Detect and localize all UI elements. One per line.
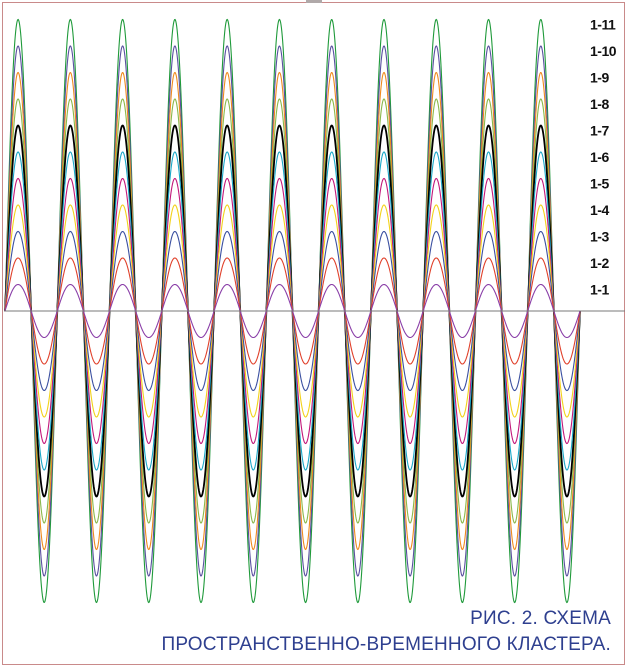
series-label-1-2: 1-2 [590,255,609,271]
series-label-1-11: 1-11 [590,17,616,33]
series-label-1-8: 1-8 [590,96,609,112]
series-label-1-6: 1-6 [590,149,609,165]
figure-caption: РИС. 2. СХЕМА ПРОСТРАНСТВЕННО-ВРЕМЕННОГО… [161,606,611,658]
caption-line-1: РИС. 2. СХЕМА [470,608,611,629]
series-label-1-7: 1-7 [590,123,609,139]
series-label-1-9: 1-9 [590,70,609,86]
series-label-1-4: 1-4 [590,202,609,218]
caption-line-2: ПРОСТРАНСТВЕННО-ВРЕМЕННОГО КЛАСТЕРА. [161,634,611,655]
series-label-1-3: 1-3 [590,229,609,245]
series-label-1-10: 1-10 [590,43,617,59]
series-label-1-1: 1-1 [590,282,609,298]
top-mark [306,0,322,3]
series-labels: 1-1 1-2 1-3 1-4 1-5 1-6 1-7 1-8 1-9 1-10 1-11 [590,17,617,298]
series-label-1-5: 1-5 [590,176,609,192]
